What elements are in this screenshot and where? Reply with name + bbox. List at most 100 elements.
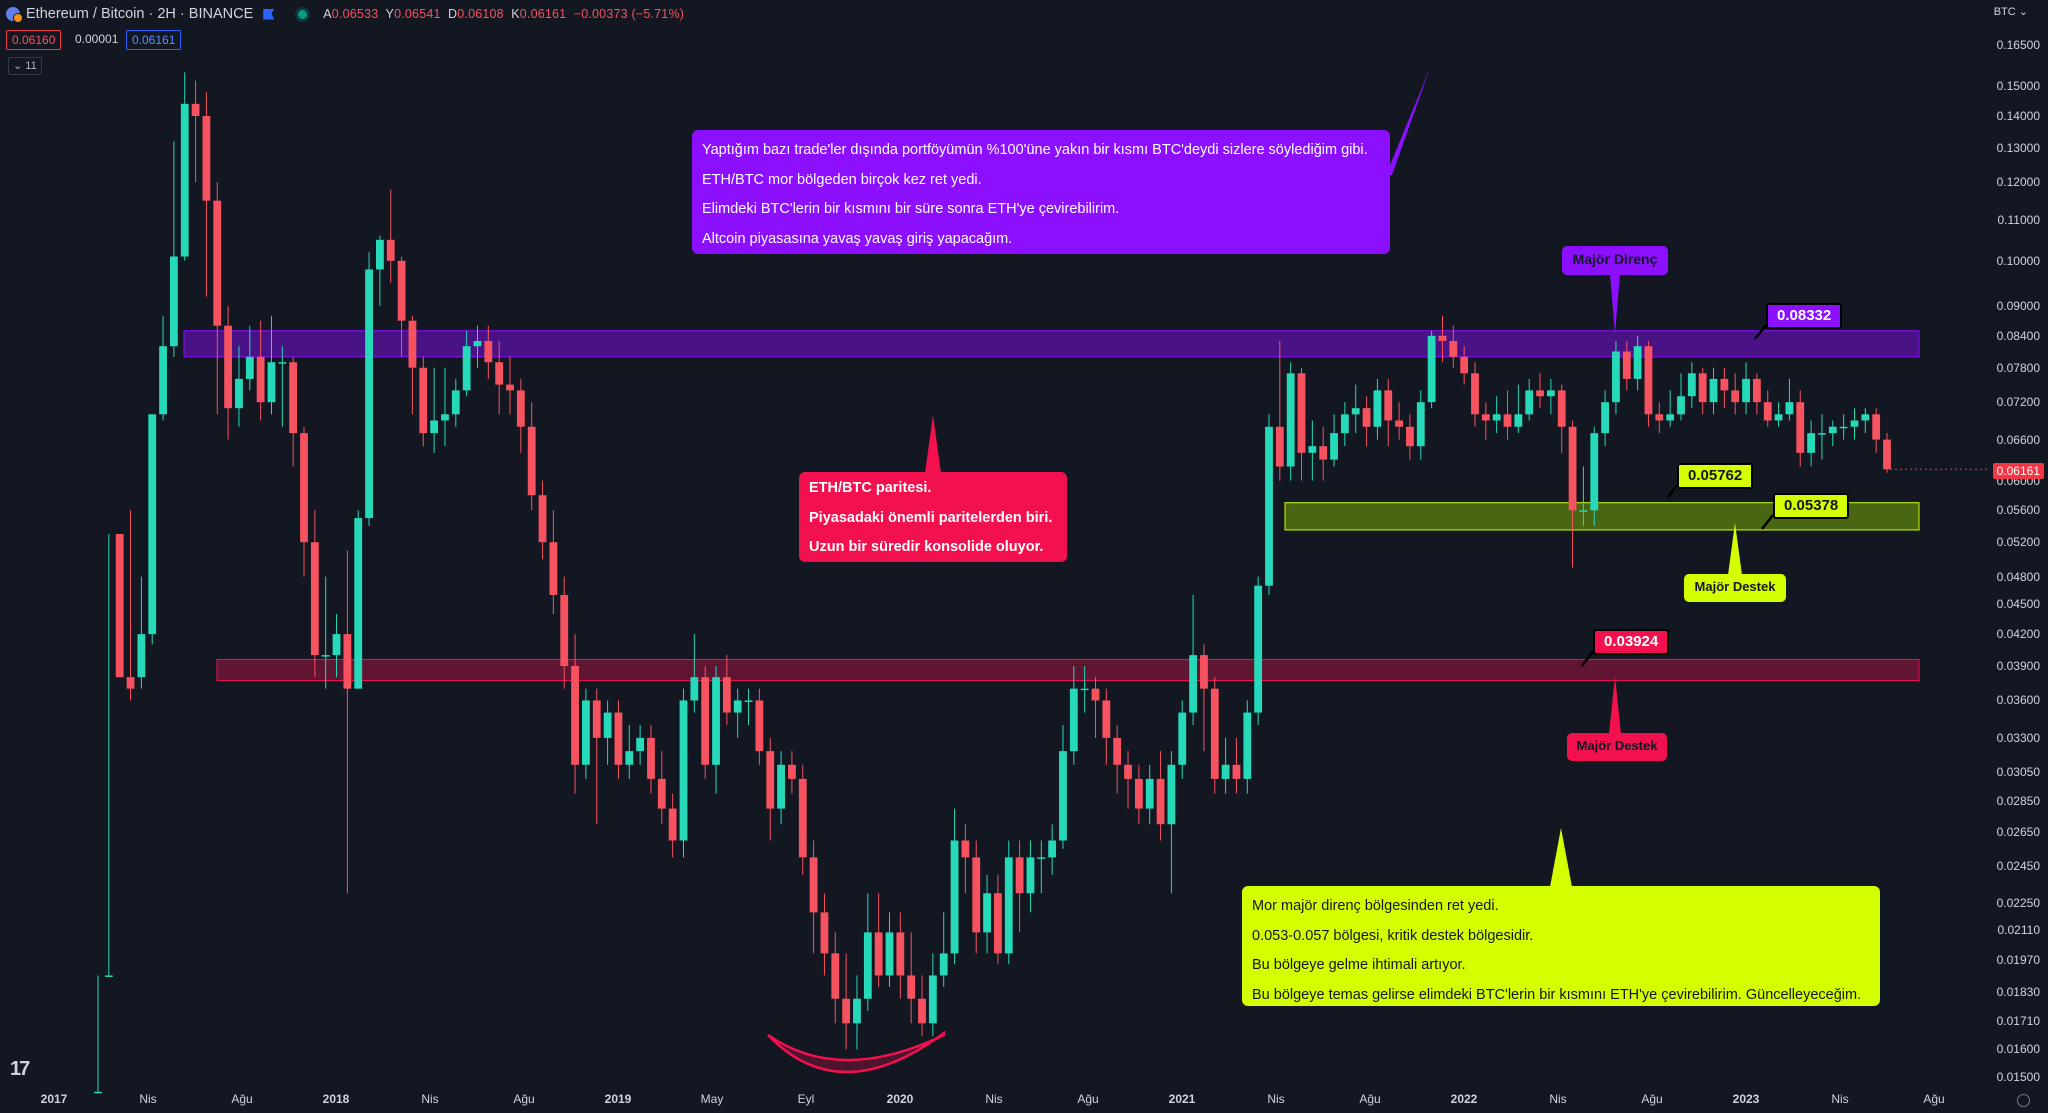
price-label-05378: 0.05378	[1773, 493, 1850, 519]
red-note-pointer	[925, 415, 941, 473]
candle	[375, 235, 384, 307]
leader-05378	[1761, 514, 1774, 530]
red-note-line-2: Piyasadaki önemli paritelerden biri.	[809, 509, 1053, 526]
candle	[1319, 426, 1328, 481]
candle	[1037, 840, 1046, 894]
time-tick-label: Nis	[1549, 1092, 1567, 1106]
candle	[1590, 426, 1599, 526]
candle	[1330, 414, 1338, 467]
candle	[1546, 378, 1555, 415]
candle	[224, 306, 233, 440]
price-tick-label: 0.01830	[1996, 984, 2040, 999]
candle	[256, 320, 265, 421]
price-tick-label: 0.05600	[1996, 503, 2040, 518]
candle	[1666, 390, 1675, 427]
candle	[701, 666, 710, 779]
currency-selector[interactable]: BTC ⌄	[1993, 6, 2028, 18]
price-tick-label: 0.03600	[1996, 693, 2040, 708]
candle	[1709, 367, 1718, 415]
candle	[668, 793, 677, 858]
candle	[950, 808, 959, 965]
leader-03924	[1580, 650, 1595, 667]
time-tick-label: Ağu	[1359, 1092, 1381, 1106]
candle	[1460, 346, 1469, 385]
price-tick-label: 0.07800	[1996, 360, 2040, 375]
time-tick-label: Nis	[985, 1092, 1003, 1106]
indicators-toggle[interactable]: ⌄ 11	[8, 57, 42, 75]
candle	[636, 725, 645, 765]
candle	[484, 325, 493, 379]
candle	[235, 346, 243, 427]
candle	[1492, 396, 1501, 434]
candle	[126, 510, 135, 701]
spread-value: 0.00001	[75, 32, 119, 46]
tradingview-logo[interactable]: 17	[10, 1058, 30, 1080]
candle	[788, 751, 796, 794]
candle	[1308, 420, 1317, 481]
time-tick-label: 2020	[886, 1092, 914, 1106]
candle	[1156, 751, 1165, 841]
price-tick-label: 0.02450	[1996, 859, 2040, 874]
gear-icon[interactable]	[2017, 1094, 2030, 1107]
candle	[137, 576, 146, 689]
candle	[755, 688, 764, 765]
candle	[289, 356, 298, 467]
candle	[115, 534, 124, 678]
major-resistance-zone	[183, 330, 1920, 358]
candle	[1785, 378, 1794, 421]
price-tick-label: 0.07200	[1996, 395, 2040, 410]
candle	[538, 480, 547, 560]
candle	[1373, 378, 1382, 440]
candle	[874, 893, 883, 987]
candle	[1340, 402, 1349, 447]
major-support-low-zone	[216, 658, 1920, 682]
bid-price-box[interactable]: 0.06160	[6, 30, 62, 50]
candle	[744, 688, 753, 726]
purple-note: Yaptığım bazı trade'ler dışında portföyü…	[692, 130, 1390, 254]
candle	[1243, 700, 1252, 794]
candle	[354, 510, 363, 689]
candle	[148, 414, 157, 645]
candle	[798, 764, 807, 875]
candle	[527, 402, 536, 511]
candle	[1059, 725, 1067, 849]
candle	[560, 576, 569, 689]
time-tick-label: Eyl	[797, 1092, 815, 1106]
candle	[690, 634, 699, 713]
candle	[495, 340, 504, 415]
candle	[430, 367, 439, 453]
candle	[961, 824, 970, 894]
candle	[1742, 362, 1750, 415]
purple-note-line-2: ETH/BTC mor bölgeden birçok kez ret yedi…	[702, 171, 982, 188]
price-tick-label: 0.08400	[1996, 328, 2040, 343]
candle	[245, 325, 254, 391]
candle	[332, 614, 341, 678]
candle	[1351, 384, 1360, 434]
candle	[1698, 367, 1707, 415]
candle	[614, 700, 623, 779]
price-tick-label: 0.06600	[1996, 432, 2040, 447]
candle	[1850, 408, 1859, 440]
major-resistance-tag: Majör Direnç	[1562, 246, 1668, 275]
time-tick-label: Nis	[421, 1092, 439, 1106]
candle	[733, 688, 742, 738]
candle	[408, 315, 417, 415]
flag-icon[interactable]	[263, 8, 275, 20]
candle	[1134, 764, 1143, 825]
candle	[1406, 414, 1414, 460]
candle	[1015, 840, 1024, 933]
candle	[1004, 840, 1013, 965]
symbol-title[interactable]: Ethereum / Bitcoin · 2H · BINANCE	[26, 6, 254, 22]
candle	[1807, 420, 1816, 467]
candle	[972, 840, 981, 954]
ask-price-box[interactable]: 0.06161	[126, 30, 182, 50]
candle	[1449, 325, 1458, 368]
time-tick-label: 2021	[1168, 1092, 1196, 1106]
candle	[582, 688, 590, 779]
support-low-tag-pointer	[1609, 676, 1621, 734]
candle	[1210, 677, 1219, 794]
time-tick-label: 2022	[1450, 1092, 1478, 1106]
candle	[1752, 373, 1761, 415]
red-note: ETH/BTC paritesi. Piyasadaki önemli pari…	[799, 472, 1067, 562]
